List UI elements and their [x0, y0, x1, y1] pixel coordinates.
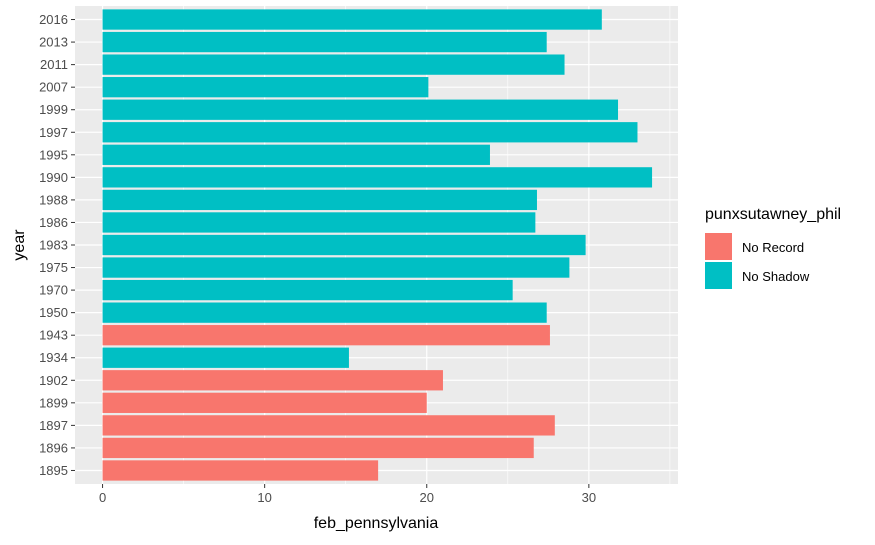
y-tick-label: 1899	[39, 395, 68, 410]
legend-label-no-shadow: No Shadow	[742, 269, 810, 284]
y-tick-label: 1943	[39, 328, 68, 343]
bar	[102, 31, 547, 53]
legend-key-no-shadow	[705, 262, 732, 289]
bar	[102, 302, 547, 323]
bar	[102, 9, 602, 30]
bar	[102, 325, 550, 346]
bar	[102, 54, 565, 75]
bar	[102, 257, 570, 278]
bar	[102, 77, 429, 98]
y-tick-label: 1999	[39, 102, 68, 117]
legend-key-no-record	[705, 233, 732, 260]
bar	[102, 347, 349, 368]
x-tick-label: 30	[582, 490, 596, 505]
bar	[102, 167, 653, 188]
legend-label-no-record: No Record	[742, 240, 804, 255]
x-tick-label: 10	[257, 490, 271, 505]
y-tick-label: 1997	[39, 125, 68, 140]
bar	[102, 392, 427, 413]
y-tick-label: 1983	[39, 238, 68, 253]
bars	[102, 9, 653, 481]
legend: punxsutawney_phil No Record No Shadow	[705, 206, 841, 289]
legend-title: punxsutawney_phil	[705, 206, 841, 223]
x-tick-label: 20	[420, 490, 434, 505]
bar	[102, 460, 379, 481]
x-axis-title: feb_pennsylvania	[314, 515, 439, 532]
y-tick-label: 1897	[39, 418, 68, 433]
bar	[102, 415, 555, 436]
bar	[102, 189, 537, 211]
bar	[102, 212, 536, 233]
bar	[102, 279, 513, 301]
y-tick-label: 2016	[39, 12, 68, 27]
y-tick-label: 2007	[39, 80, 68, 95]
y-tick-label: 1986	[39, 215, 68, 230]
x-axis: 0 10 20 30	[99, 484, 596, 505]
y-tick-label: 1950	[39, 305, 68, 320]
bar	[102, 99, 619, 120]
y-tick-label: 1934	[39, 350, 68, 365]
y-tick-label: 1995	[39, 147, 68, 162]
y-axis: 1895 1896 1897 1899 1902 1934 1943 1950 1970 1975…	[39, 12, 75, 478]
y-tick-label: 1970	[39, 283, 68, 298]
y-tick-label: 1902	[39, 373, 68, 388]
y-axis-title: year	[11, 229, 28, 261]
y-tick-label: 1988	[39, 192, 68, 207]
bar	[102, 144, 490, 165]
bar	[102, 122, 638, 143]
bar	[102, 437, 534, 459]
y-tick-label: 1895	[39, 463, 68, 478]
y-tick-label: 1896	[39, 440, 68, 455]
bar	[102, 370, 443, 391]
x-tick-label: 0	[99, 490, 106, 505]
y-tick-label: 2013	[39, 35, 68, 50]
y-tick-label: 1990	[39, 170, 68, 185]
y-tick-label: 1975	[39, 260, 68, 275]
y-tick-label: 2011	[40, 57, 68, 72]
bar	[102, 234, 586, 256]
